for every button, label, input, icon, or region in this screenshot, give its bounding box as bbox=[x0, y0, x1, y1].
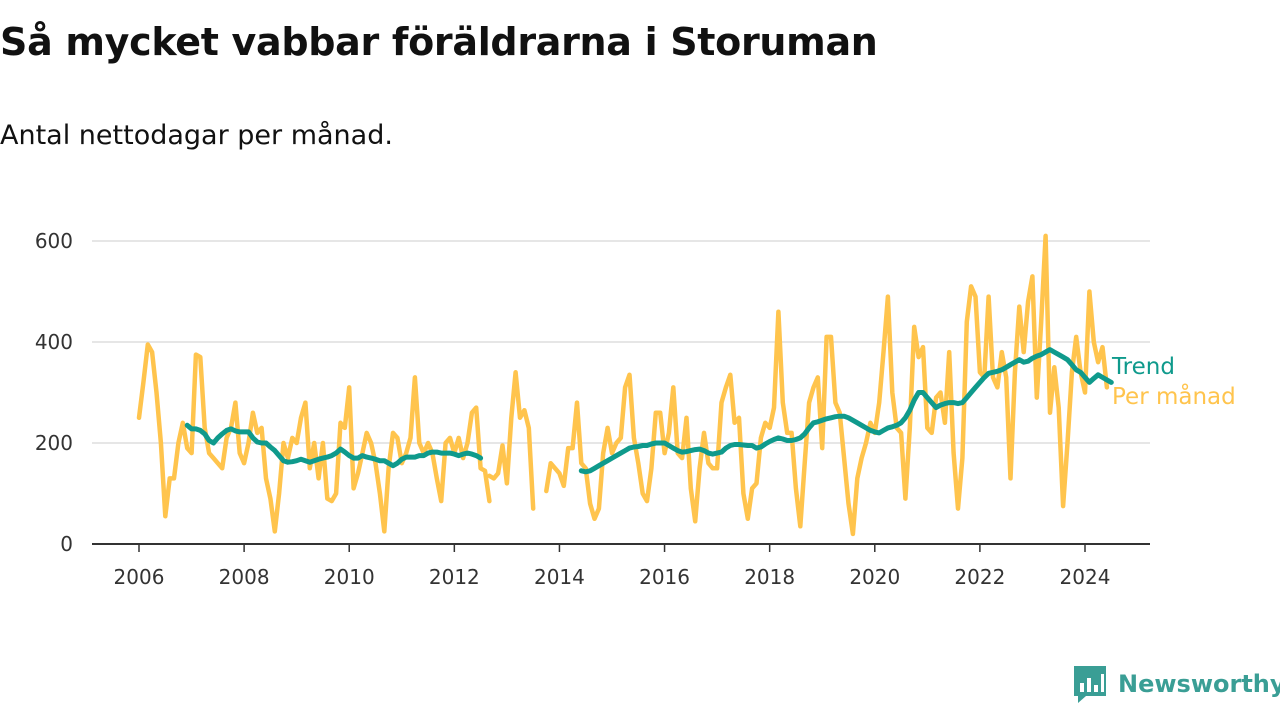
series-trend-line bbox=[184, 422, 484, 469]
x-tick-label: 2006 bbox=[114, 565, 165, 589]
y-tick-label: 200 bbox=[35, 431, 73, 455]
legend-per-manad-label: Per månad bbox=[1112, 382, 1236, 410]
x-tick-label: 2018 bbox=[744, 565, 795, 589]
series-trend-line bbox=[578, 347, 1114, 475]
legend-trend-label: Trend bbox=[1111, 354, 1175, 380]
x-tick-label: 2012 bbox=[429, 565, 480, 589]
series-per-manad-line bbox=[544, 233, 1110, 537]
chart-subtitle: Antal nettodagar per månad. bbox=[0, 120, 393, 151]
y-tick-label: 600 bbox=[35, 229, 73, 253]
series-per-manad-line bbox=[136, 342, 492, 534]
line-chart: 0 200 400 600 2006 2008 2010 2012 2014 2016 2018 20… bbox=[35, 229, 1236, 589]
x-tick-label: 2024 bbox=[1060, 565, 1111, 589]
brand-name: Newsworthy bbox=[1118, 670, 1280, 698]
x-tick-label: 2014 bbox=[534, 565, 585, 589]
brand-logo: Newsworthy bbox=[1072, 664, 1280, 704]
x-tick-label: 2020 bbox=[849, 565, 900, 589]
newsworthy-logo-icon bbox=[1074, 666, 1106, 703]
x-tick-label: 2010 bbox=[324, 565, 375, 589]
series-per-manad-line bbox=[487, 370, 536, 511]
x-tick-label: 2022 bbox=[954, 565, 1005, 589]
x-tick-label: 2016 bbox=[639, 565, 690, 589]
y-tick-label: 0 bbox=[60, 532, 73, 556]
chart-title: Så mycket vabbar föräldrarna i Storuman bbox=[0, 20, 878, 64]
y-tick-label: 400 bbox=[35, 330, 73, 354]
x-tick-label: 2008 bbox=[219, 565, 270, 589]
